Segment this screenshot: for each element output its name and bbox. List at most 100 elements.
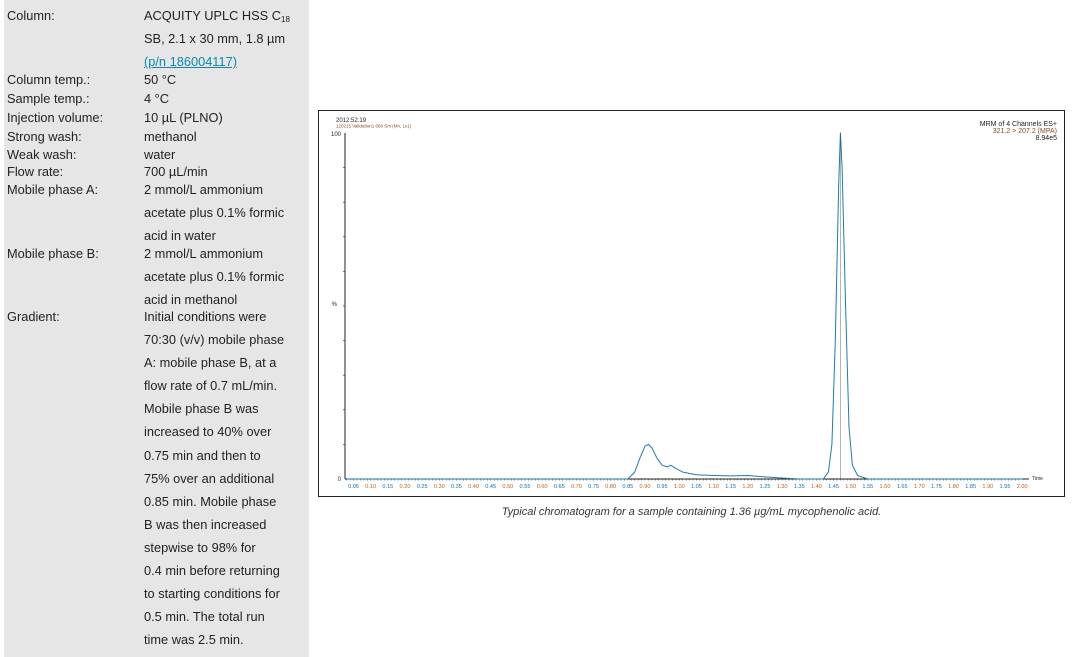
x-tick-label: 0.55 [520, 484, 531, 490]
condition-value-line: Mobile phase B was [144, 400, 294, 419]
x-tick-label: 1.75 [931, 484, 942, 490]
x-tick-label: 0.60 [537, 484, 548, 490]
text: (p/n 186004117) [144, 54, 237, 70]
condition-row: Flow rate: 700 µL/min [7, 163, 294, 182]
figure-caption: Typical chromatogram for a sample contai… [501, 506, 882, 518]
condition-value: water [144, 146, 294, 165]
condition-row: Weak wash: water [7, 146, 294, 165]
condition-value-line: 70:30 (v/v) mobile phase [144, 331, 294, 350]
text: ACQUITY UPLC HSS C [144, 8, 282, 23]
condition-value-line: 10 µL (PLNO) [144, 109, 294, 128]
chromatogram: 2012:52:19 120215 Validation1 066 Sm (Mn,… [318, 110, 1065, 497]
condition-value-line: 0.4 min before returning [144, 562, 294, 581]
condition-row: Strong wash: methanol [7, 128, 294, 147]
condition-label: Strong wash: [7, 129, 82, 144]
x-tick-label: 1.85 [965, 484, 976, 490]
x-tick-label: 0.90 [640, 484, 651, 490]
condition-value-line: methanol [144, 128, 294, 147]
condition-value-line: 0.5 min. The total run [144, 608, 294, 627]
text: acetate plus 0.1% formic [144, 269, 285, 285]
x-tick-label: 0.80 [605, 484, 616, 490]
condition-row: Column: ACQUITY UPLC HSS C18 SB, 2.1 x 30 … [7, 7, 294, 72]
x-tick-label: 1.65 [897, 484, 908, 490]
x-tick-label: 0.25 [417, 484, 428, 490]
x-tick-label: 1.80 [948, 484, 959, 490]
x-tick-label: 1.25 [760, 484, 771, 490]
x-tick-label: 0.65 [554, 484, 565, 490]
x-tick-label: 1.90 [982, 484, 993, 490]
condition-row: Injection volume: 10 µL (PLNO) [7, 109, 294, 128]
x-tick-label: 0.35 [451, 484, 462, 490]
condition-value-line: increased to 40% over [144, 423, 294, 442]
x-tick-label: 0.45 [485, 484, 496, 490]
condition-label: Injection volume: [7, 110, 104, 125]
x-tick-label: 0.75 [588, 484, 599, 490]
condition-value-line: acetate plus 0.1% formic [144, 268, 294, 287]
condition-value-line: Initial conditions were [144, 308, 294, 327]
condition-value-line: flow rate of 0.7 mL/min. [144, 377, 294, 396]
condition-label: Sample temp.: [7, 91, 90, 106]
text: time was 2.5 min. [144, 632, 244, 648]
x-tick-label: 1.00 [674, 484, 685, 490]
text: acetate plus 0.1% formic [144, 205, 285, 221]
condition-value-line: to starting conditions for [144, 585, 294, 604]
text: 4 °C [144, 91, 170, 106]
header-left-line: 120215 Validation1 066 Sm (Mn, 1x1) [336, 124, 412, 129]
condition-value: 2 mmol/L ammonium acetate plus 0.1% formi… [144, 245, 294, 310]
header-right-line: MRM of 4 Channels ES+ [980, 121, 1057, 128]
condition-value-line: 2 mmol/L ammonium [144, 245, 294, 264]
condition-value-line: water [144, 146, 294, 165]
x-tick-label: 1.20 [742, 484, 753, 490]
text: 0.5 min. The total run [144, 609, 265, 625]
condition-value-line: acid in methanol [144, 291, 294, 310]
condition-value-line: 0.75 min and then to [144, 447, 294, 466]
x-tick-label: 1.30 [777, 484, 788, 490]
condition-value-line: SB, 2.1 x 30 mm, 1.8 µm [144, 30, 294, 49]
header-left-line: 2012:52:19 [336, 118, 367, 124]
text: Mobile phase B was [144, 401, 259, 417]
text: 700 µL/min [144, 164, 208, 179]
x-tick-label: 1.05 [691, 484, 702, 490]
conditions-panel [4, 0, 309, 657]
text: to starting conditions for [144, 586, 280, 602]
y-tick-label: 100 [331, 132, 342, 138]
condition-value-line: acid in water [144, 227, 294, 246]
x-tick-label: 0.40 [468, 484, 479, 490]
condition-value-line: 75% over an additional [144, 470, 294, 489]
x-tick-label: 0.10 [365, 484, 376, 490]
x-tick-label: 1.45 [828, 484, 839, 490]
x-tick-label: 0.30 [434, 484, 445, 490]
x-tick-label: 0.95 [657, 484, 668, 490]
y-tick-label: 0 [338, 477, 342, 483]
condition-value: 4 °C [144, 90, 294, 109]
x-tick-label: 1.95 [1000, 484, 1011, 490]
condition-row: Column temp.: 50 °C [7, 71, 294, 90]
subscript: 18 [281, 15, 290, 24]
condition-value-line: 4 °C [144, 90, 294, 109]
trace-line [346, 132, 1023, 480]
x-tick-label: 1.50 [845, 484, 856, 490]
condition-label: Mobile phase A: [7, 182, 99, 197]
x-tick-label: 0.85 [622, 484, 633, 490]
y-axis-label: % [332, 302, 338, 308]
header-right-line: 8.94e5 [1036, 135, 1058, 142]
header-right-line: 321.2 > 207.2 (MPA) [993, 128, 1057, 135]
condition-value-line: time was 2.5 min. [144, 631, 294, 650]
condition-value: 50 °C [144, 71, 294, 90]
condition-label: Weak wash: [7, 147, 77, 162]
condition-value-line: 2 mmol/L ammonium [144, 181, 294, 200]
text: 0.4 min before returning [144, 563, 280, 579]
text: acid in water [144, 228, 216, 244]
text: Initial conditions were [144, 309, 267, 324]
text: 0.75 min and then to [144, 447, 261, 463]
x-tick-label: 1.60 [880, 484, 891, 490]
condition-label: Column temp.: [7, 72, 91, 87]
text: 2 mmol/L ammonium [144, 182, 263, 197]
condition-value-line: B was then increased [144, 516, 294, 535]
part-number-link[interactable]: (p/n 186004117) [144, 53, 294, 72]
condition-value: methanol [144, 128, 294, 147]
text: 0.85 min. Mobile phase [144, 493, 277, 509]
text: 10 µL (PLNO) [144, 110, 223, 125]
text: water [144, 147, 176, 162]
